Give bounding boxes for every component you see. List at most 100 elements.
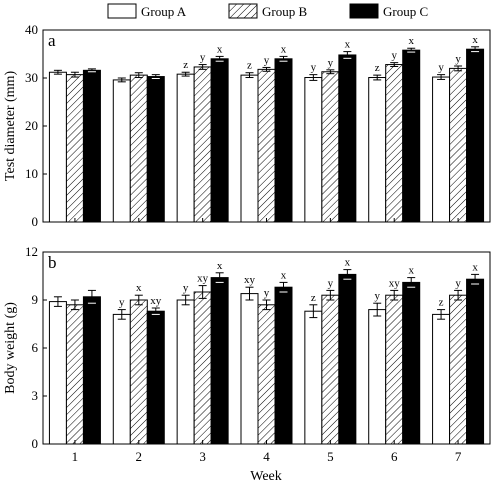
legend-swatch-group-a: [107, 3, 137, 19]
panel-b-bar-group-b: [321, 294, 340, 445]
panel-b-bar-group-a: [432, 313, 451, 445]
panel-b-bar-group-c: [82, 296, 101, 445]
panel-b-y-ticks: 0 3 6 9 12: [25, 244, 47, 451]
panel-a-y-tick-label: 30: [25, 70, 38, 85]
panel-b-significance-letter: xy: [197, 273, 209, 285]
panel-b-significance-letter: y: [264, 287, 270, 299]
panel-a-bar-group-b: [449, 67, 468, 223]
panel-b-bar-group-a: [112, 313, 131, 445]
legend-label-group-b: Group B: [262, 4, 307, 19]
legend-swatch-group-b: [228, 3, 258, 19]
panel-b-significance-letter: x: [281, 269, 287, 281]
panel-a-y-ticks: 0 10 20 30 40: [25, 22, 47, 229]
panel-b-bar-group-b: [65, 304, 84, 445]
panel-a-bar-group-a: [304, 77, 323, 223]
panel-a-bar-group-b: [321, 71, 340, 223]
panel-b-bar-group-a: [240, 293, 259, 445]
legend: Group A Group B Group C: [107, 3, 428, 19]
panel-b-y-tick-label: 0: [32, 436, 39, 451]
panel-a-bar-group-b: [385, 64, 404, 223]
x-tick-label: 4: [263, 449, 270, 464]
panel-b-bar-group-c: [338, 273, 357, 445]
panel-b-significance-letter: y: [328, 277, 334, 289]
panel-a-significance-letter: z: [183, 59, 188, 71]
x-tick-label: 1: [72, 449, 79, 464]
panel-a-significance-letter: y: [328, 57, 334, 69]
panel-b-significance-letter: x: [217, 260, 223, 272]
panel-b-bar-group-b: [385, 294, 404, 445]
panel-b-y-tick-label: 6: [32, 340, 39, 355]
panel-b-significance-letter: xy: [150, 295, 162, 307]
panel-a-bar-group-b: [129, 74, 148, 223]
panel-b-significance-letter: xy: [244, 274, 256, 286]
panel-b-significance-letter: y: [183, 282, 189, 294]
x-tick-label: 2: [136, 449, 143, 464]
panel-a-bar-group-c: [210, 58, 229, 223]
panel-b-bar-group-a: [176, 299, 195, 445]
panel-b-bar-group-a: [368, 309, 387, 445]
panel-a-significance-letter: y: [391, 50, 397, 62]
x-tick-label: 5: [327, 449, 334, 464]
x-tick-label: 3: [199, 449, 206, 464]
panel-b-significance-letter: z: [439, 297, 444, 309]
x-axis-title: Week: [250, 469, 282, 484]
panel-a-bar-group-b: [193, 66, 212, 223]
panel-b-bar-group-c: [402, 281, 421, 445]
panel-b-bar-group-b: [257, 304, 276, 445]
panel-b-significance-letter: x: [472, 261, 478, 273]
panel-b-letter: b: [48, 253, 57, 272]
panel-a-bar-group-c: [274, 58, 293, 223]
panel-b-bar-group-c: [210, 277, 229, 445]
panel-a-significance-letter: x: [472, 34, 478, 46]
panel-b-y-tick-label: 12: [25, 244, 38, 259]
panel-b-significance-letter: y: [455, 277, 461, 289]
panel-b-significance-letter: x: [136, 282, 142, 294]
panel-a-bar-group-c: [402, 49, 421, 223]
panel-a-significance-letter: y: [264, 54, 270, 66]
panel-b-significance-letter: x: [345, 257, 351, 269]
panel-a-y-tick-label: 40: [25, 22, 38, 37]
panel-b-significance-letter: y: [374, 290, 380, 302]
panel-a-significance-letter: x: [408, 35, 414, 47]
panel-a-significance-letter: y: [311, 62, 317, 74]
panel-b-y-tick-label: 3: [32, 388, 39, 403]
panel-a-bar-group-c: [338, 54, 357, 223]
legend-label-group-a: Group A: [141, 4, 187, 19]
panel-b-significance-letter: y: [119, 297, 125, 309]
panel-b-bar-group-a: [48, 301, 67, 445]
panel-a-bar-group-a: [112, 79, 131, 223]
x-axis-ticks: 1 2 3 4 5 6 7: [72, 449, 462, 464]
panel-b-significance-letter: x: [408, 265, 414, 277]
panel-b-bar-group-a: [304, 310, 323, 445]
panel-b-bar-group-b: [449, 294, 468, 445]
panel-a-bar-group-a: [432, 76, 451, 223]
panel-a-bar-group-b: [257, 68, 276, 223]
panel-a-y-tick-label: 20: [25, 118, 38, 133]
panel-a-y-tick-label: 0: [32, 214, 39, 229]
panel-a-bar-group-c: [146, 76, 165, 223]
panel-a-significance-letter: z: [375, 62, 380, 74]
panel-a-bar-group-a: [240, 74, 259, 223]
panel-a-bar-group-c: [82, 69, 101, 223]
panel-a-bar-group-a: [368, 77, 387, 223]
x-tick-label: 6: [391, 449, 398, 464]
panel-a-y-tick-label: 10: [25, 166, 38, 181]
panel-a-significance-letter: y: [438, 62, 444, 74]
panel-b-y-tick-label: 9: [32, 292, 39, 307]
panel-b-bar-group-c: [146, 310, 165, 445]
panel-a-bar-group-a: [176, 73, 195, 223]
panel-a-bar-group-a: [48, 71, 67, 223]
panel-b-bar-group-c: [274, 286, 293, 445]
legend-swatch-group-c: [349, 3, 379, 19]
panel-a-bar-group-c: [466, 48, 485, 223]
panel-b-y-axis-title: Body weight (g): [3, 302, 18, 394]
panel-a-significance-letter: x: [345, 39, 351, 51]
panel-b-significance-letter: xy: [389, 277, 401, 289]
panel-a-bar-group-b: [65, 74, 84, 223]
panel-a-significance-letter: x: [281, 43, 287, 55]
